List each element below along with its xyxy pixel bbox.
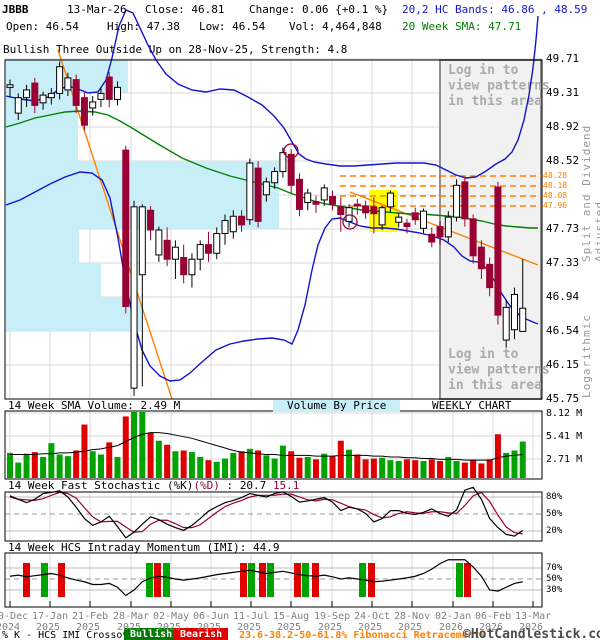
stoch-tick-label: 80%: [546, 492, 563, 502]
price-tick-label: 46.15: [546, 358, 580, 371]
imi-tick-label: 50%: [546, 574, 563, 584]
stoch-title-k: 14 Week Fast Stochastic (%K): [8, 479, 194, 492]
bullish-chip: Bullish: [124, 628, 179, 640]
stoch-tick-label: 20%: [546, 526, 563, 536]
login-overlay-text[interactable]: Log in to: [448, 347, 519, 362]
price-tick-label: 45.75: [546, 392, 580, 405]
symbol-label: JBBB: [2, 3, 29, 16]
login-overlay-text[interactable]: view patterns: [448, 79, 550, 94]
stochastic-panel-title: 14 Week Fast Stochastic (%K)(%D) : 20.7 …: [8, 480, 299, 492]
date-tick-year-label: 2024: [0, 622, 21, 633]
date-tick-year-label: 2025: [197, 622, 222, 633]
date-tick-label: 21-Feb: [72, 611, 109, 622]
change-label: Change: 0.06 {+0.1 %}: [249, 3, 389, 16]
price-tick-label: 49.71: [546, 52, 580, 65]
price-tick-label: 48.52: [546, 154, 580, 167]
date-tick-year-label: 2026: [479, 622, 504, 633]
date-tick-label: 20-Dec: [0, 611, 29, 622]
date-tick-label: 06-Jun: [193, 611, 230, 622]
low-label: Low: 46.54: [199, 20, 266, 33]
date-tick-year-label: 2025: [237, 622, 262, 633]
login-overlay-text[interactable]: in this area: [448, 94, 542, 109]
logarithmic-label: Logarithmic: [580, 314, 593, 398]
fib-tick-label: 48.28: [543, 171, 568, 180]
open-label: Open: 46.54: [6, 20, 79, 33]
date-tick-year-label: 2026: [519, 622, 544, 633]
bearish-chip: Bearish: [174, 628, 229, 640]
date-tick-label: 15-Aug: [273, 611, 310, 622]
date-tick-year-label: 2026: [439, 622, 464, 633]
fib-tick-label: 47.96: [543, 201, 568, 210]
hc-bands-label: 20,2 HC Bands: 46.86 , 48.59: [402, 3, 588, 16]
volume-tick-label: 2.71 M: [546, 454, 583, 465]
volume-tick-label: 5.41 M: [546, 431, 583, 442]
fibonacci-legend-label: 23.6-38.2-50-61.8% Fibonacci Retracement…: [239, 630, 486, 640]
imi-tick-label: 70%: [546, 563, 563, 573]
price-tick-label: 46.54: [546, 324, 580, 337]
price-tick-label: 46.94: [546, 290, 580, 303]
date-tick-label: 11-Jul: [233, 611, 270, 622]
date-tick-year-label: 2025: [318, 622, 343, 633]
stoch-k-value: 20.7: [239, 479, 267, 492]
date-tick-label: 28-Mar: [113, 611, 150, 622]
stoch-d-value: 15.1: [272, 479, 300, 492]
stoch-tick-label: 50%: [546, 509, 563, 519]
date-tick-year-label: 2025: [157, 622, 182, 633]
date-tick-label: 17-Jan: [32, 611, 69, 622]
volume-by-price-label: Volume By Price: [273, 400, 401, 412]
date-tick-year-label: 2025: [358, 622, 383, 633]
copyright-label: ©HotCandlestick.com: [463, 627, 600, 640]
date-tick-label: 13-Mar: [515, 611, 552, 622]
date-tick-year-label: 2025: [36, 622, 61, 633]
date-tick-year-label: 2025: [398, 622, 423, 633]
date-tick-label: 02-Jan: [435, 611, 472, 622]
price-tick-label: 48.92: [546, 120, 580, 133]
date-tick-label: 02-May: [153, 611, 190, 622]
price-tick-label: 47.73: [546, 222, 580, 235]
price-tick-label: 49.31: [546, 86, 580, 99]
price-tick-label: 47.33: [546, 256, 580, 269]
pattern-banner: Bullish Three Outside Up on 28-Nov-25, S…: [0, 42, 403, 57]
date-tick-label: 19-Sep: [314, 611, 351, 622]
split-dividend-adjusted-label: Split and Dividend Adjusted: [580, 124, 600, 262]
stoch-sep: :: [219, 479, 240, 492]
imi-panel-title: 14 Week HCS Intraday Momentum (IMI): 44.…: [8, 541, 280, 554]
pattern-banner-text: Bullish Three Outside Up on 28-Nov-25, S…: [3, 43, 348, 56]
date-tick-year-label: 2025: [117, 622, 142, 633]
volume-label: Vol: 4,464,848: [289, 20, 382, 33]
high-label: High: 47.38: [107, 20, 180, 33]
date-label: 13-Mar-26: [67, 3, 127, 16]
date-tick-year-label: 2025: [76, 622, 101, 633]
stoch-title-d: (%D): [193, 479, 220, 492]
volume-panel-title: 14 Week SMA Volume: 2.49 M: [8, 399, 181, 412]
imi-tick-label: 30%: [546, 585, 563, 595]
fib-tick-label: 48.18: [543, 181, 568, 190]
date-tick-year-label: 2025: [277, 622, 302, 633]
close-label: Close: 46.81: [145, 3, 225, 16]
volume-tick-label: 8.12 M: [546, 408, 583, 419]
login-overlay-text[interactable]: view patterns: [448, 363, 550, 378]
stoch-space: [266, 479, 273, 492]
login-overlay-text[interactable]: Log in to: [448, 63, 519, 78]
weekly-chart-label: WEEKLY CHART: [432, 399, 512, 412]
date-tick-label: 24-Oct: [354, 611, 391, 622]
date-tick-label: 06-Feb: [475, 611, 512, 622]
crossover-legend-label: % K - HCS IMI Crossover,: [2, 630, 147, 640]
fib-tick-label: 48.08: [543, 191, 568, 200]
date-tick-label: 28-Nov: [394, 611, 431, 622]
login-overlay-text[interactable]: in this area: [448, 378, 542, 393]
sma-label: 20 Week SMA: 47.71: [402, 20, 522, 33]
